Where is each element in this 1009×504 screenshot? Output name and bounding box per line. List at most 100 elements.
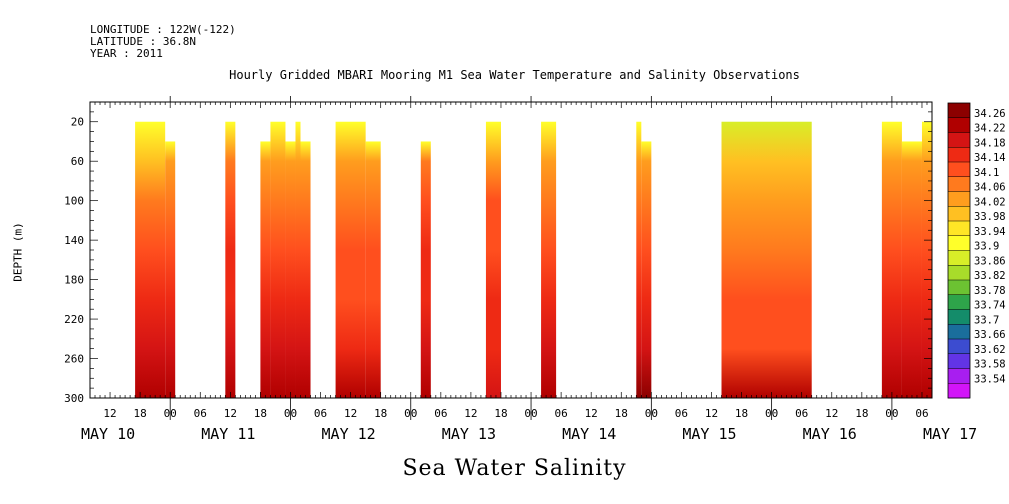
data-segment: [921, 121, 932, 398]
colorbar-label: 33.7: [974, 314, 999, 326]
colorbar-swatch: [948, 280, 970, 296]
latitude-label: LATITUDE : 36.8N: [90, 35, 196, 48]
x-tick-label: 12: [585, 407, 598, 420]
colorbar-label: 34.22: [974, 123, 1006, 135]
x-tick-label: 06: [314, 407, 327, 420]
plot-data-layer: [135, 121, 932, 398]
colorbar-label: 34.26: [974, 108, 1006, 120]
x-tick-label: 00: [284, 407, 297, 420]
data-segment: [270, 121, 286, 398]
x-day-label: MAY 10: [81, 425, 135, 443]
colorbar-label: 34.1: [974, 167, 999, 179]
longitude-label: LONGITUDE : 122W(-122): [90, 23, 236, 36]
colorbar-label: 33.78: [974, 285, 1006, 297]
colorbar-swatch: [948, 324, 970, 340]
x-tick-label: 00: [645, 407, 658, 420]
x-tick-label: 12: [705, 407, 718, 420]
data-segment: [721, 121, 812, 398]
colorbar-swatch: [948, 383, 970, 399]
x-tick-label: 12: [464, 407, 477, 420]
colorbar-swatch: [948, 191, 970, 207]
x-tick-label: 06: [194, 407, 207, 420]
x-tick-label: 12: [103, 407, 116, 420]
x-day-label: MAY 11: [201, 425, 255, 443]
colorbar-label: 33.98: [974, 211, 1006, 223]
colorbar-swatch: [948, 162, 970, 178]
x-day-label: MAY 12: [322, 425, 376, 443]
data-segment: [135, 121, 166, 398]
colorbar-swatch: [948, 353, 970, 369]
x-tick-label: 18: [735, 407, 748, 420]
colorbar-label: 34.06: [974, 182, 1006, 194]
data-segment: [901, 141, 922, 398]
x-tick-label: 18: [855, 407, 868, 420]
x-day-label: MAY 16: [803, 425, 857, 443]
data-segment: [165, 141, 176, 398]
plot-frame: 12 18 00 06 12 18 00 06 12 18 00 06 12 18 00 06 12 18 00 06…: [64, 96, 977, 443]
x-tick-label: 12: [224, 407, 237, 420]
y-tick-label: 220: [64, 313, 84, 326]
data-segment: [225, 121, 236, 398]
colorbar-swatch: [948, 265, 970, 281]
data-segment: [260, 141, 271, 398]
data-segment: [485, 121, 501, 398]
colorbar-swatch: [948, 309, 970, 325]
x-tick-label: 06: [795, 407, 808, 420]
x-tick-label: 18: [494, 407, 507, 420]
colorbar-label: 33.54: [974, 373, 1006, 385]
x-tick-label: 00: [524, 407, 537, 420]
y-tick-label: 100: [64, 195, 84, 208]
variable-caption: Sea Water Salinity: [402, 456, 627, 481]
x-tick-label: 00: [404, 407, 417, 420]
colorbar-label: 33.94: [974, 226, 1006, 238]
colorbar-label: 34.18: [974, 137, 1006, 149]
data-segment: [881, 121, 902, 398]
colorbar: 34.26 34.22 34.18 34.14 34.1 34.06 34.02 33.98 3…: [947, 102, 1006, 399]
colorbar-label: 33.58: [974, 359, 1006, 371]
colorbar-label: 33.9: [974, 241, 999, 253]
colorbar-label: 33.66: [974, 329, 1006, 341]
x-day-label: MAY 13: [442, 425, 496, 443]
x-tick-label: 06: [554, 407, 567, 420]
x-tick-label: 06: [915, 407, 928, 420]
x-tick-label: 00: [885, 407, 898, 420]
colorbar-label: 33.82: [974, 270, 1006, 282]
data-segment: [636, 121, 642, 398]
colorbar-label: 34.14: [974, 152, 1006, 164]
colorbar-label: 33.74: [974, 300, 1006, 312]
y-tick-label: 140: [64, 234, 84, 247]
chart-title: Hourly Gridded MBARI Mooring M1 Sea Wate…: [229, 68, 800, 82]
colorbar-swatch: [948, 117, 970, 133]
data-segment: [300, 141, 311, 398]
colorbar-label: 33.86: [974, 255, 1006, 267]
colorbar-swatch: [948, 294, 970, 310]
x-tick-label: 06: [675, 407, 688, 420]
x-day-label: MAY 17: [923, 425, 977, 443]
x-tick-label: 12: [344, 407, 357, 420]
y-tick-label: 20: [71, 116, 84, 129]
metadata-block: LONGITUDE : 122W(-122) LATITUDE : 36.8N …: [90, 24, 236, 60]
y-tick-label: 300: [64, 392, 84, 405]
x-tick-label: 18: [133, 407, 146, 420]
x-tick-label: 12: [825, 407, 838, 420]
data-segment: [295, 121, 301, 398]
y-tick-label: 260: [64, 353, 84, 366]
x-tick-label: 00: [164, 407, 177, 420]
x-tick-label: 18: [254, 407, 267, 420]
colorbar-swatch: [948, 147, 970, 163]
data-segment: [420, 141, 431, 398]
year-label: YEAR : 2011: [90, 47, 163, 60]
data-segment: [541, 121, 557, 398]
colorbar-swatch: [948, 339, 970, 355]
x-tick-label: 18: [374, 407, 387, 420]
data-segment: [641, 141, 652, 398]
data-segment: [285, 141, 296, 398]
colorbar-swatch: [948, 221, 970, 237]
data-segment: [365, 141, 381, 398]
x-day-label: MAY 14: [562, 425, 616, 443]
colorbar-swatch: [948, 368, 970, 384]
x-tick-label: 06: [434, 407, 447, 420]
colorbar-swatch: [948, 132, 970, 148]
colorbar-label: 34.02: [974, 196, 1006, 208]
